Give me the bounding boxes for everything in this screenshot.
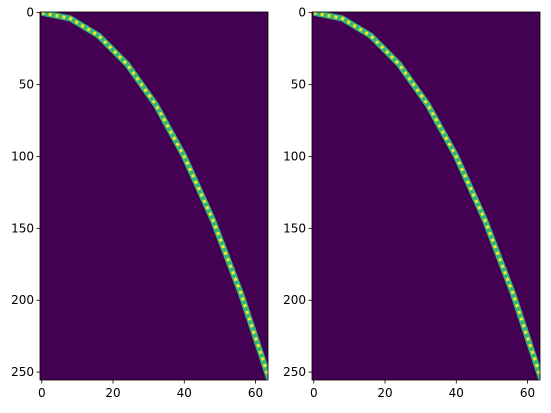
image-background: [40, 12, 268, 380]
x-tick-label: 20: [377, 386, 392, 400]
y-tick-label: 200: [283, 293, 306, 307]
axes-frame: [39, 11, 269, 381]
y-tick-label: 0: [26, 6, 34, 20]
x-tick-label: 40: [177, 386, 192, 400]
x-tick-label: 60: [520, 386, 535, 400]
y-tick-label: 200: [11, 293, 34, 307]
y-tick-label: 50: [291, 78, 306, 92]
x-tick-label: 40: [449, 386, 464, 400]
curve-band: [313, 12, 540, 380]
x-tick-label: 0: [38, 386, 46, 400]
axes-frame: [311, 11, 541, 381]
y-tick-label: 150: [11, 221, 34, 235]
y-tick-label: 250: [11, 365, 34, 379]
x-tick-label: 0: [310, 386, 318, 400]
y-tick-label: 250: [283, 365, 306, 379]
image-background: [312, 12, 540, 380]
x-tick-label: 20: [105, 386, 120, 400]
y-tick-label: 100: [283, 149, 306, 163]
y-tick-label: 100: [11, 149, 34, 163]
y-tick-label: 150: [283, 221, 306, 235]
curve-band: [41, 12, 268, 380]
y-tick-label: 50: [19, 78, 34, 92]
x-tick-label: 60: [248, 386, 263, 400]
y-tick-label: 0: [298, 6, 306, 20]
